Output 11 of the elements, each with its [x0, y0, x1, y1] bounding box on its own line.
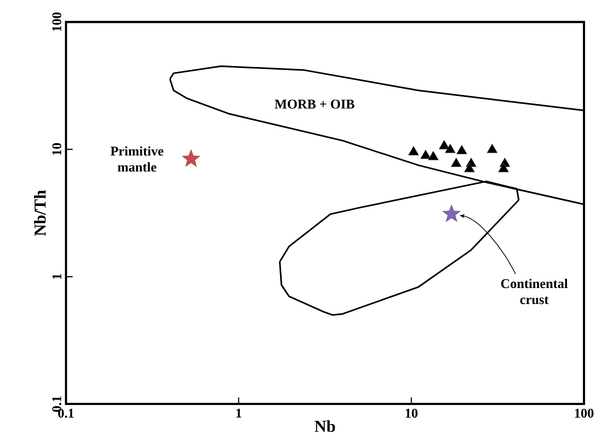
x-tick-label: 100 [575, 408, 594, 418]
text: Continental crust [501, 278, 568, 304]
series-label: Primitive mantle [110, 146, 164, 172]
series-label: MORB + OIB [274, 100, 354, 109]
x-tick-label: 10 [406, 408, 418, 418]
x-tick-label: 1 [236, 408, 242, 418]
y-tick-label: 1 [52, 274, 62, 279]
y-axis-title: Nb/Th [34, 190, 46, 236]
y-tick-label: 100 [52, 12, 62, 31]
y-tick-label: 10 [52, 143, 62, 155]
x-axis-title: Nb [314, 420, 335, 432]
